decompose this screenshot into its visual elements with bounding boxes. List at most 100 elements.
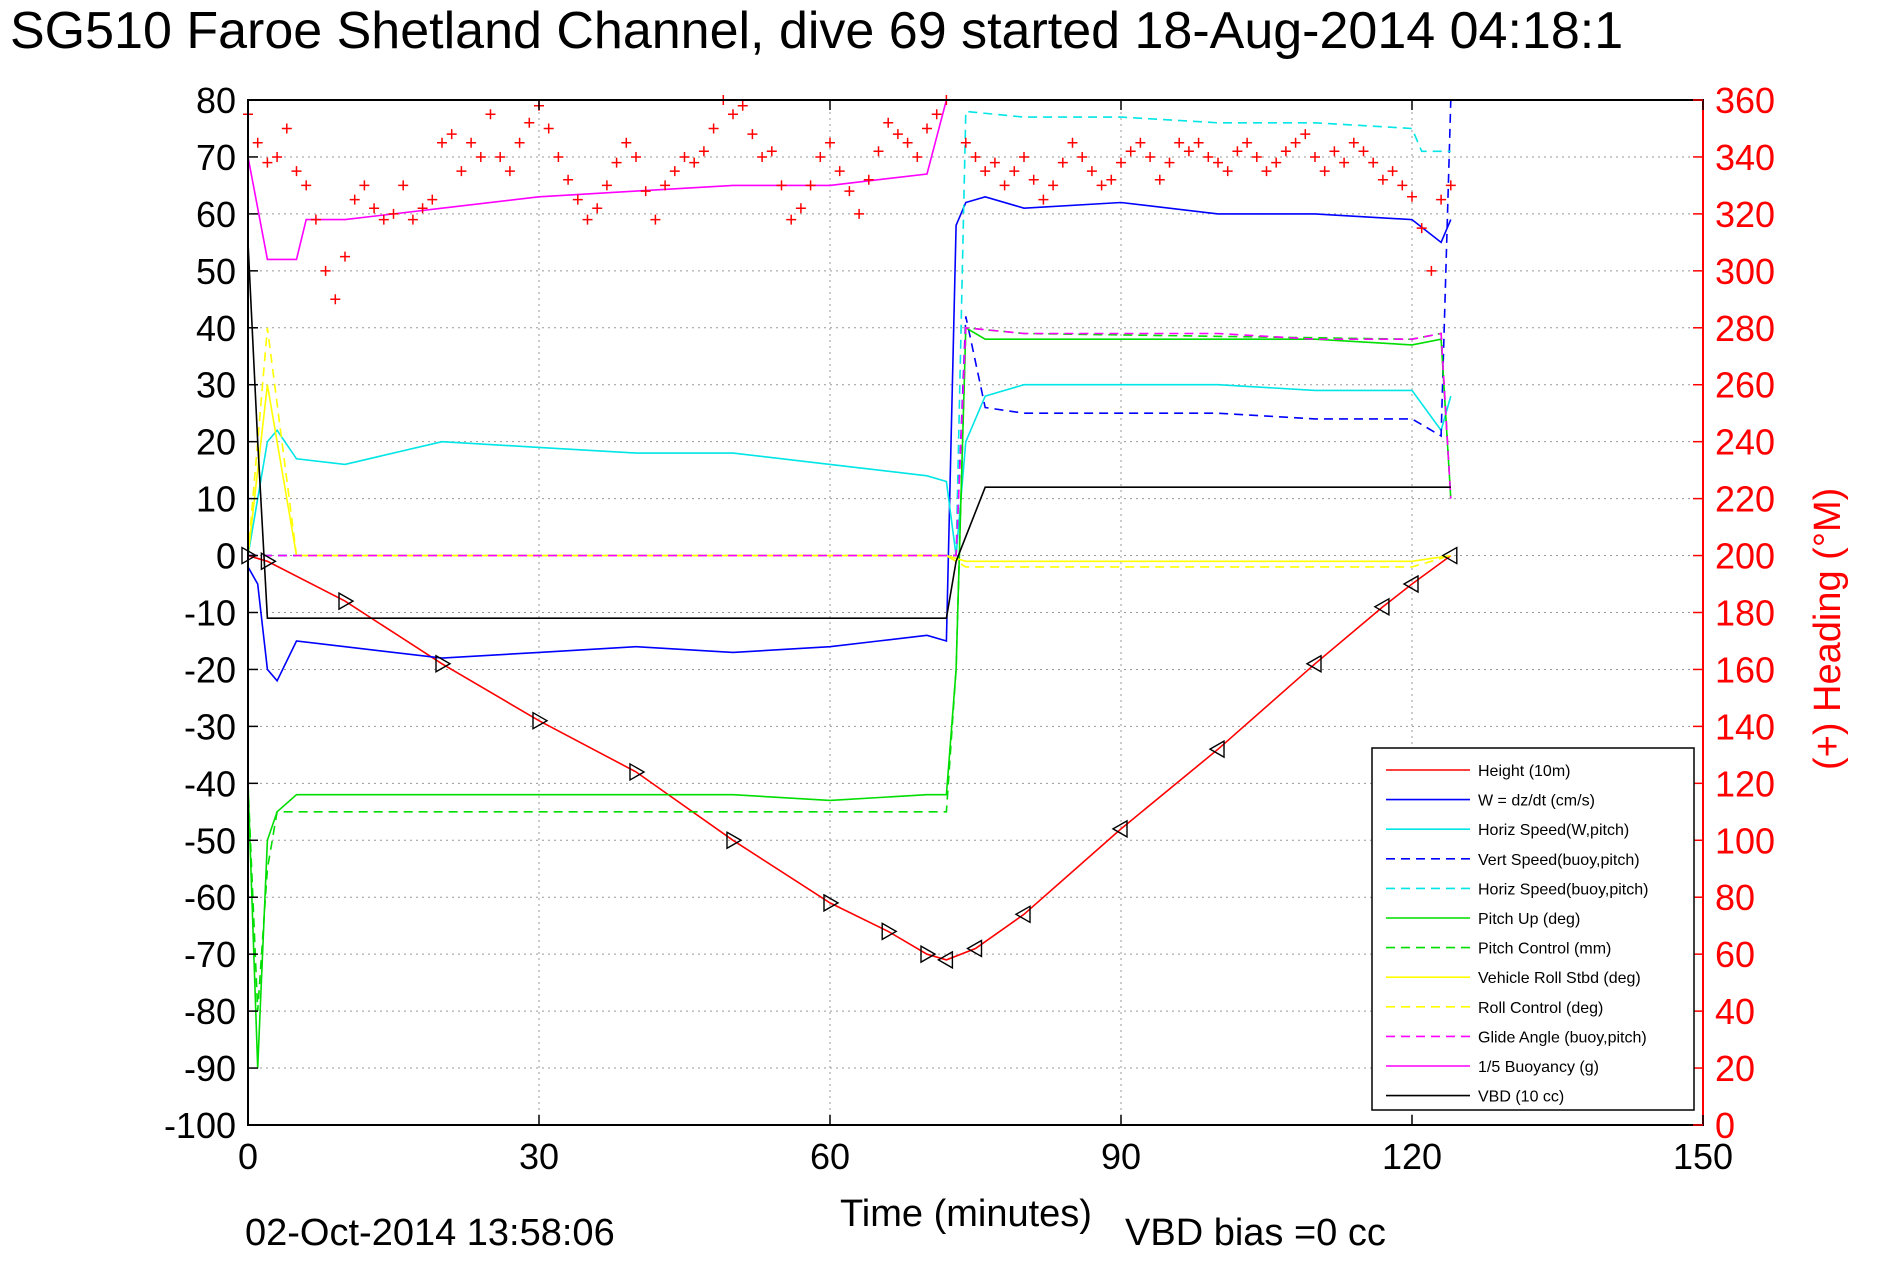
heading-marker <box>669 166 680 177</box>
left-y-tick-label: -60 <box>184 877 236 918</box>
left-y-tick-label: -50 <box>184 820 236 861</box>
right-y-tick-label: 220 <box>1715 479 1775 520</box>
x-tick-label: 0 <box>238 1136 258 1177</box>
heading-marker <box>1348 137 1359 148</box>
heading-marker <box>320 265 331 276</box>
heading-marker <box>1135 137 1146 148</box>
heading-marker <box>1096 180 1107 191</box>
right-y-tick-labels: 3603403203002802602402202001801601401201… <box>1715 80 1775 1146</box>
depth-marker <box>1111 819 1128 839</box>
heading-marker <box>572 194 583 205</box>
right-y-tick-label: 280 <box>1715 308 1775 349</box>
series-layer <box>247 99 1452 1069</box>
depth-marker <box>823 893 840 913</box>
depth-marker <box>435 654 452 673</box>
heading-marker <box>611 157 622 168</box>
series-line <box>247 326 1452 1069</box>
heading-marker <box>902 137 913 148</box>
depth-marker <box>881 922 898 941</box>
heading-marker <box>1222 166 1233 177</box>
heading-marker <box>1242 137 1253 148</box>
right-y-tick-label: 80 <box>1715 877 1755 918</box>
left-y-tick-label: -90 <box>184 1048 236 1089</box>
series-line <box>247 554 1452 961</box>
right-y-tick-label: 120 <box>1715 763 1775 804</box>
axis-ticks <box>247 99 1704 1126</box>
series-line <box>248 110 1451 557</box>
heading-marker <box>1145 151 1156 162</box>
left-y-tick-label: 70 <box>196 137 236 178</box>
left-y-tick-label: 50 <box>196 251 236 292</box>
heading-marker <box>592 203 603 214</box>
heading-marker <box>1271 157 1282 168</box>
heading-marker <box>834 166 845 177</box>
depth-marker <box>1014 905 1031 924</box>
right-y-tick-label: 140 <box>1715 706 1775 747</box>
right-y-tick-label: 360 <box>1715 80 1775 121</box>
legend-label: Horiz Speed(buoy,pitch) <box>1478 881 1648 898</box>
heading-marker <box>1038 194 1049 205</box>
heading-marker <box>417 203 428 214</box>
heading-marker <box>407 214 418 225</box>
left-y-tick-label: -10 <box>184 593 236 634</box>
legend-label: Roll Control (deg) <box>1478 1000 1603 1017</box>
legend-label: Horiz Speed(W,pitch) <box>1478 822 1629 839</box>
heading-marker <box>873 146 884 157</box>
heading-marker <box>1436 194 1447 205</box>
heading-marker <box>660 180 671 191</box>
left-y-tick-labels: 80 70 60 50 40 30 20 10 0 -10 -20 -30 -40 -50 -60 -70 -8… <box>164 80 236 1146</box>
heading-marker <box>621 137 632 148</box>
heading-marker <box>378 214 389 225</box>
heading-marker <box>1193 137 1204 148</box>
heading-marker <box>912 151 923 162</box>
legend-label: Height (10m) <box>1478 763 1570 780</box>
heading-marker <box>999 180 1010 191</box>
heading-marker <box>766 146 777 157</box>
left-y-tick-label: -30 <box>184 706 236 747</box>
depth-marker <box>966 939 983 958</box>
heading-marker <box>553 151 564 162</box>
series-line <box>247 99 948 261</box>
legend-box <box>1371 747 1695 1111</box>
left-y-tick-label: -70 <box>184 934 236 975</box>
series-line <box>247 326 1452 1012</box>
x-tick-labels: 0 30 60 90 120 150 <box>238 1136 1733 1177</box>
depth-marker <box>338 591 355 611</box>
heading-marker <box>989 157 1000 168</box>
right-y-tick-label: 60 <box>1715 934 1755 975</box>
heading-marker <box>1009 166 1020 177</box>
heading-marker <box>970 151 981 162</box>
heading-marker <box>1213 157 1223 168</box>
heading-marker <box>504 166 515 177</box>
heading-marker <box>1416 223 1427 234</box>
heading-marker <box>1019 151 1029 162</box>
x-tick-label: 60 <box>810 1136 850 1177</box>
heading-marker <box>776 180 787 191</box>
left-y-tick-label: 80 <box>196 80 236 121</box>
heading-marker <box>1387 166 1398 177</box>
heading-marker <box>1329 146 1340 157</box>
heading-marker <box>1251 151 1262 162</box>
left-y-tick-label: 30 <box>196 365 236 406</box>
series-line <box>247 195 1452 683</box>
heading-marker <box>708 123 719 134</box>
right-y-tick-label: 260 <box>1715 365 1775 406</box>
heading-marker <box>524 117 535 128</box>
heading-marker <box>543 123 554 134</box>
heading-marker <box>1174 137 1185 148</box>
series-line <box>247 383 1452 556</box>
heading-marker <box>340 251 350 262</box>
depth-marker <box>629 762 646 782</box>
heading-marker <box>1028 174 1039 185</box>
left-y-tick-label: 60 <box>196 194 236 235</box>
depth-marker <box>260 552 277 571</box>
heading-marker <box>1183 146 1194 157</box>
heading-marker <box>281 123 292 134</box>
heading-marker <box>863 174 874 185</box>
heading-marker <box>786 214 797 225</box>
x-tick-label: 120 <box>1382 1136 1442 1177</box>
heading-marker <box>437 137 447 148</box>
heading-marker <box>301 180 312 191</box>
right-y-tick-label: 340 <box>1715 137 1775 178</box>
